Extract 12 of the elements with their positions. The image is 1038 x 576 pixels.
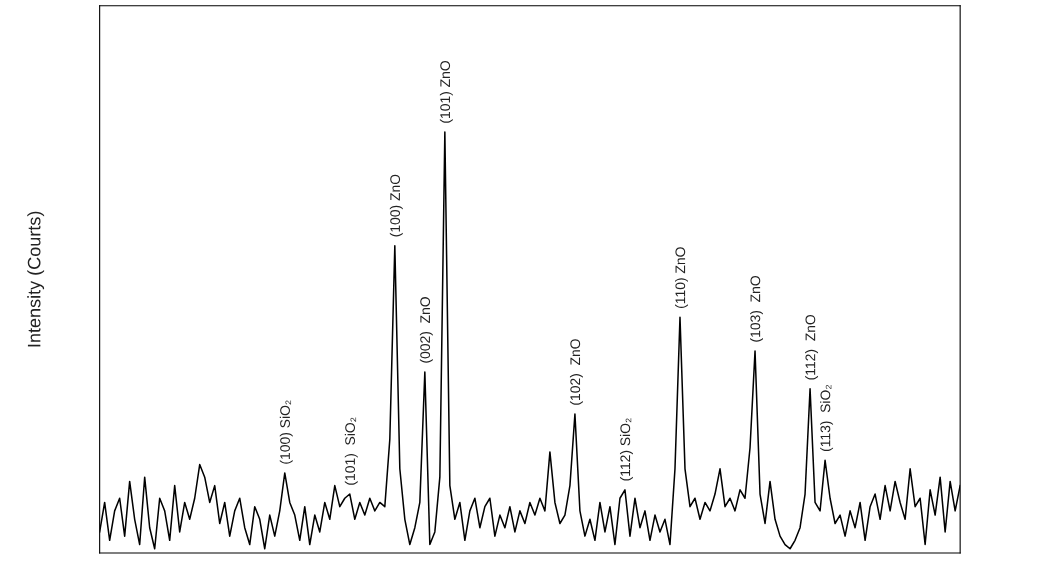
annotation: (113) SiO₂: [820, 384, 834, 452]
annotation: (101) SiO₂: [344, 417, 358, 485]
annotation: (110) ZnO: [675, 247, 688, 308]
annotation: (102) ZnO: [569, 339, 583, 405]
annotation: (100) SiO₂: [279, 400, 293, 464]
annotation: (101) ZnO: [439, 60, 453, 123]
annotation: (100) ZnO: [389, 174, 403, 237]
y-axis-title: Intensity (Courts): [27, 211, 45, 347]
annotation: (002) ZnO: [419, 297, 433, 363]
annotation: (112) ZnO: [805, 314, 819, 380]
annotation: (103) ZnO: [750, 276, 763, 342]
annotation: (112) SiO₂: [619, 418, 633, 481]
